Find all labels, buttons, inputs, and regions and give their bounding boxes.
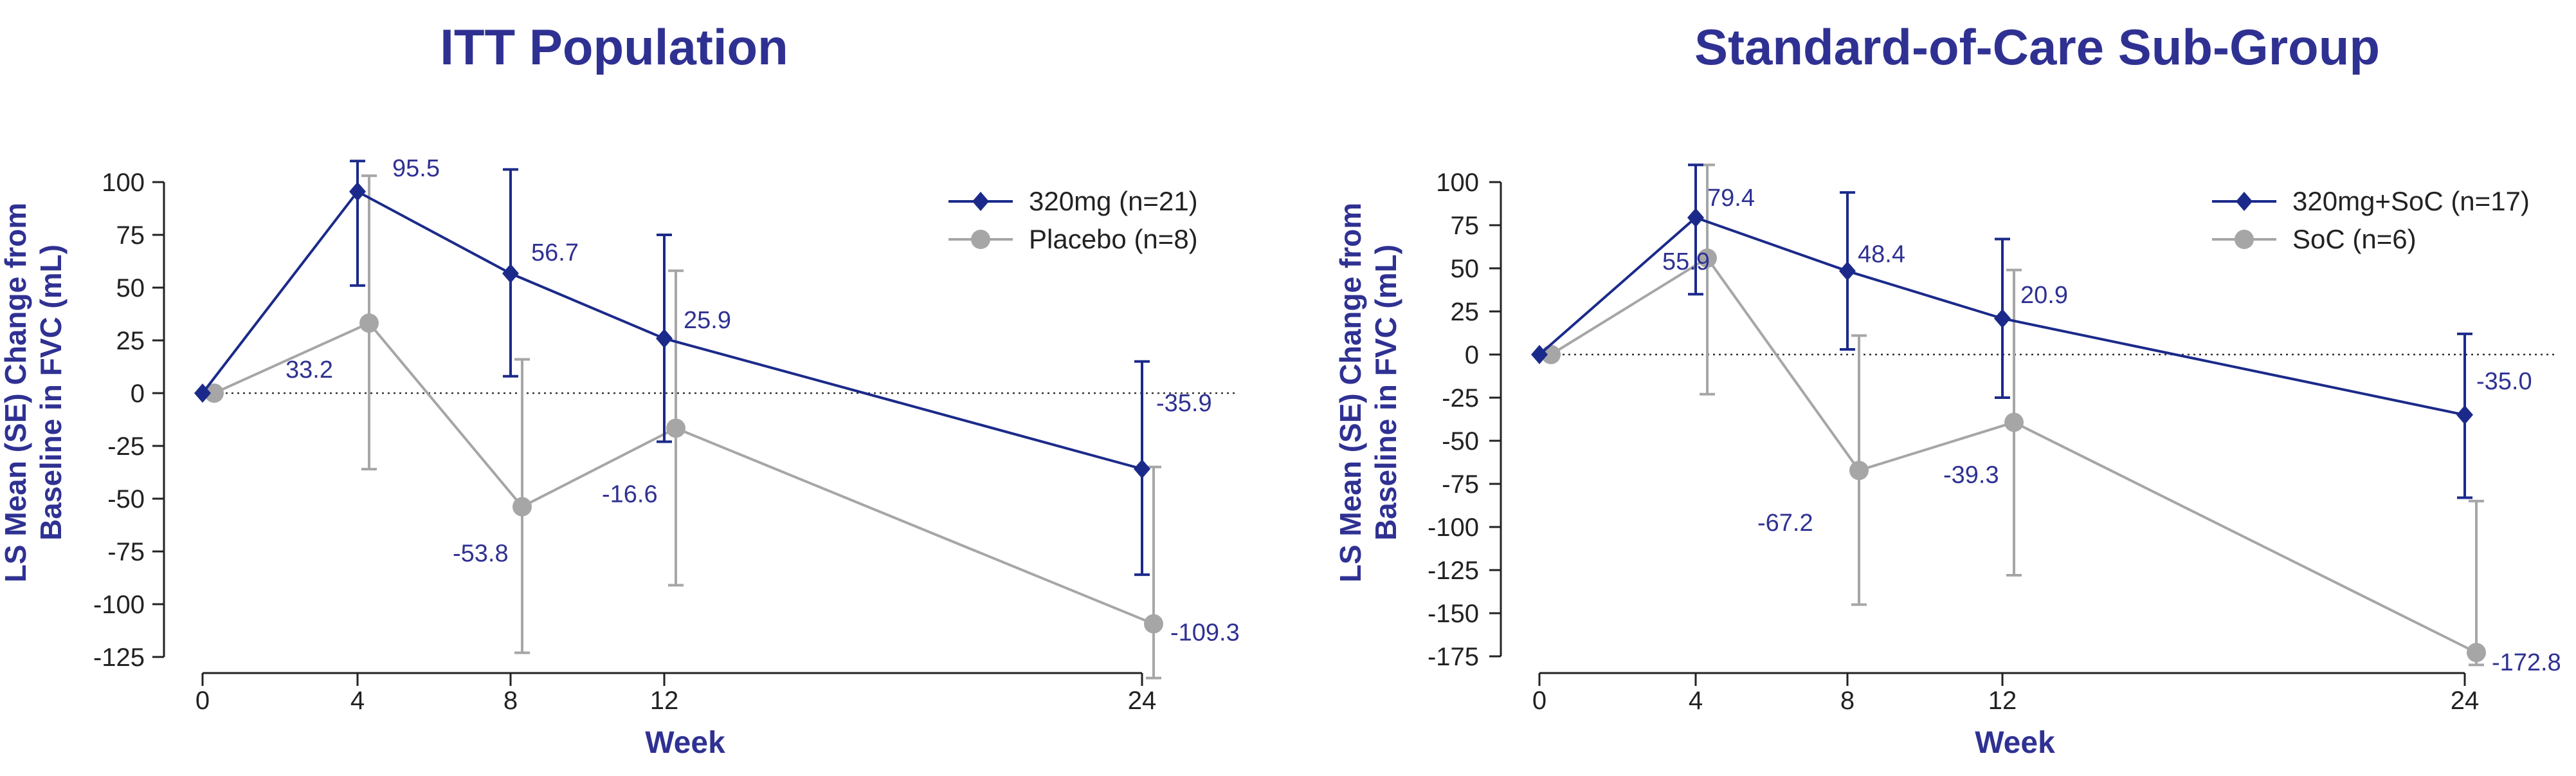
- y-tick-label: -125: [1428, 557, 1479, 585]
- legend-marker-diamond: [2236, 192, 2253, 211]
- data-point-diamond: [656, 329, 673, 349]
- legend: 320mg+SoC (n=17) SoC (n=6): [2212, 186, 2530, 254]
- series-active: 79.4 48.4 20.9 -35.0: [1531, 163, 2532, 499]
- data-point-circle: [2467, 643, 2486, 663]
- legend-label: Placebo (n=8): [1029, 224, 1198, 254]
- y-tick-label: -175: [1428, 643, 1479, 671]
- x-axis-title: Week: [645, 726, 725, 760]
- data-point-circle: [1144, 614, 1163, 634]
- y-tick-label: -100: [1428, 513, 1479, 542]
- chart-standard-of-care-subgroup: Standard-of-Care Sub-Group 100 75 50 25 0 -25 -…: [1334, 19, 2561, 760]
- x-tick-label: 4: [350, 687, 365, 715]
- x-axis-title: Week: [1975, 726, 2055, 760]
- data-point-diamond: [1839, 261, 1856, 281]
- y-tick-label: 50: [1451, 255, 1480, 283]
- x-tick-label: 8: [1840, 687, 1855, 715]
- y-tick-label: 100: [102, 169, 145, 197]
- chart-itt-population: ITT Population 100 75 50 25 0 -25 -50 -75 -100 -12…: [0, 19, 1240, 760]
- data-point-diamond: [1531, 345, 1548, 364]
- data-label: 33.2: [286, 356, 333, 383]
- y-tick-label: -75: [107, 538, 145, 566]
- legend-marker-diamond: [972, 192, 989, 211]
- data-point-circle: [1698, 248, 1717, 268]
- data-label: 79.4: [1707, 185, 1755, 212]
- y-tick-label: -125: [93, 643, 145, 672]
- data-point-circle: [359, 313, 379, 333]
- series-line: [213, 321, 1154, 625]
- y-tick-label: -25: [1442, 384, 1479, 412]
- y-tick-label: 0: [1465, 341, 1479, 369]
- y-axis-title-line-1: LS Mean (SE) Change from: [1334, 203, 1367, 582]
- chart-title: Standard-of-Care Sub-Group: [1694, 19, 2380, 75]
- y-tick-label: 75: [116, 221, 145, 250]
- data-point-circle: [204, 383, 224, 403]
- data-label: -67.2: [1757, 510, 1813, 537]
- x-tick-label: 8: [503, 687, 518, 715]
- data-label: 95.5: [392, 155, 440, 182]
- y-axis-title-line-1: LS Mean (SE) Change from: [0, 203, 32, 582]
- x-tick-label: 4: [1689, 687, 1703, 715]
- data-label: -35.9: [1156, 390, 1212, 417]
- data-label: -53.8: [453, 540, 509, 567]
- data-label: -35.0: [2476, 368, 2532, 395]
- data-point-circle: [2004, 412, 2024, 432]
- y-tick-label: -100: [93, 591, 145, 619]
- data-label: -172.8: [2492, 649, 2561, 676]
- legend-label: 320mg+SoC (n=17): [2292, 186, 2530, 216]
- legend-label: SoC (n=6): [2292, 224, 2417, 254]
- y-tick-label: 50: [116, 274, 145, 302]
- y-tick-label: 25: [1451, 298, 1480, 326]
- x-tick-label: 24: [2451, 687, 2480, 715]
- data-label: -16.6: [602, 481, 658, 508]
- legend: 320mg (n=21) Placebo (n=8): [948, 186, 1198, 254]
- data-point-diamond: [1134, 459, 1150, 479]
- data-point-diamond: [194, 383, 211, 403]
- legend-label: 320mg (n=21): [1029, 186, 1198, 216]
- data-point-circle: [1849, 461, 1869, 481]
- y-axis-title-line-2: Baseline in FVC (mL): [1369, 245, 1402, 540]
- legend-marker-circle: [971, 230, 990, 249]
- data-point-diamond: [2456, 405, 2473, 425]
- y-tick-label: -50: [1442, 427, 1479, 456]
- series-control: 55.9 -67.2 -39.3 -172.8: [1541, 163, 2561, 676]
- data-label: 48.4: [1858, 241, 1905, 268]
- x-tick-label: 0: [195, 687, 210, 715]
- series-active: 95.5 56.7 25.9 -35.9: [194, 155, 1212, 577]
- y-tick-label: 100: [1436, 169, 1479, 197]
- y-tick-label: 25: [116, 327, 145, 355]
- data-label: 25.9: [684, 307, 731, 334]
- y-tick-label: -25: [107, 432, 145, 461]
- data-label: -109.3: [1170, 620, 1240, 647]
- data-point-diamond: [1994, 308, 2011, 328]
- y-axis-title-line-2: Baseline in FVC (mL): [34, 245, 68, 540]
- data-point-circle: [666, 418, 685, 438]
- data-label: 55.9: [1662, 248, 1710, 275]
- y-tick-label: 75: [1451, 212, 1480, 240]
- x-tick-label: 24: [1128, 687, 1157, 715]
- y-tick-label: 0: [131, 380, 145, 408]
- data-label: -39.3: [1943, 461, 1999, 488]
- series-control: 33.2 -53.8 -16.6 -109.3: [204, 174, 1240, 679]
- data-point-diamond: [349, 181, 366, 201]
- x-tick-label: 0: [1532, 687, 1547, 715]
- x-tick-label: 12: [1988, 687, 2017, 715]
- data-point-diamond: [502, 264, 519, 284]
- data-point-diamond: [1687, 208, 1704, 228]
- data-label: 20.9: [2020, 282, 2068, 309]
- y-tick-label: -150: [1428, 600, 1479, 628]
- chart-title: ITT Population: [440, 19, 788, 75]
- legend-marker-circle: [2235, 230, 2254, 249]
- data-label: 56.7: [531, 239, 579, 266]
- y-tick-label: -75: [1442, 470, 1479, 499]
- y-tick-label: -50: [107, 485, 145, 513]
- data-point-circle: [512, 497, 532, 517]
- x-tick-label: 12: [650, 687, 679, 715]
